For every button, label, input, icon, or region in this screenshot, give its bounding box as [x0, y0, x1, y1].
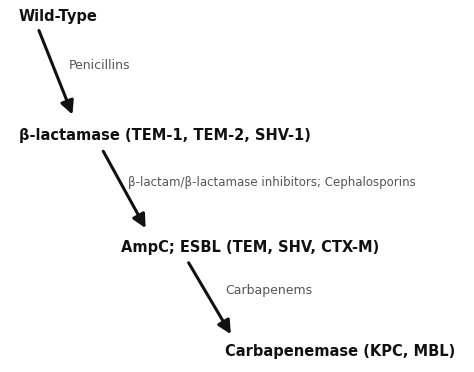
Text: β-lactamase (TEM-1, TEM-2, SHV-1): β-lactamase (TEM-1, TEM-2, SHV-1) [19, 128, 311, 143]
Text: AmpC; ESBL (TEM, SHV, CTX-M): AmpC; ESBL (TEM, SHV, CTX-M) [121, 240, 379, 255]
Text: Wild-Type: Wild-Type [19, 9, 98, 24]
Text: Carbapenemase (KPC, MBL): Carbapenemase (KPC, MBL) [225, 344, 456, 359]
Text: Penicillins: Penicillins [69, 59, 130, 71]
Text: β-lactam/β-lactamase inhibitors; Cephalosporins: β-lactam/β-lactamase inhibitors; Cephalo… [128, 176, 416, 189]
Text: Carbapenems: Carbapenems [225, 284, 312, 296]
